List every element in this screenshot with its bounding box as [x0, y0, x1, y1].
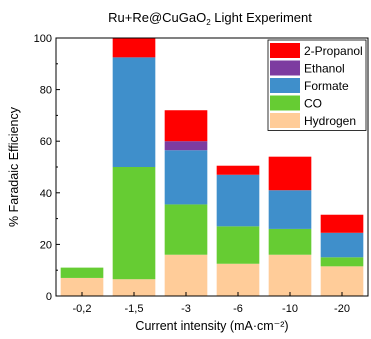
bar-2-propanol-6	[216, 165, 260, 175]
legend: 2-Propanol Ethanol Formate CO Hydrogen	[267, 39, 367, 131]
legend-label-hydrogen: Hydrogen	[304, 114, 356, 128]
bar-co-20	[320, 257, 364, 267]
legend-swatch-hydrogen	[270, 113, 300, 128]
bar-2-propanol-10	[268, 156, 312, 191]
y-tick-label-60: 60	[40, 136, 52, 148]
bar-co-6	[216, 226, 260, 264]
legend-label-2-propanol: 2-Propanol	[304, 44, 363, 58]
bar-hydrogen-10	[268, 254, 312, 296]
bar-formate-1-5	[112, 57, 156, 167]
x-axis: -0,2 -1,5 -3 -6 -10 -20	[73, 292, 350, 315]
bar-formate-6	[216, 174, 260, 227]
bar-2-propanol-20	[320, 214, 364, 233]
chart-title: Ru+Re@CuGaO2 Light Experiment	[108, 10, 312, 27]
legend-label-co: CO	[304, 97, 322, 111]
x-tick-label-6: -6	[233, 303, 243, 315]
bar-hydrogen-20	[320, 266, 364, 296]
bar-co-10	[268, 228, 312, 255]
y-tick-label-0: 0	[46, 291, 52, 303]
y-tick-label-40: 40	[40, 188, 52, 200]
bar-co-1-5	[112, 167, 156, 280]
bar-2-propanol-1-5	[112, 38, 156, 58]
bar-formate-3	[164, 150, 208, 205]
legend-swatch-formate	[270, 78, 300, 93]
bar-formate-20	[320, 232, 364, 258]
legend-label-ethanol: Ethanol	[304, 62, 345, 76]
legend-label-formate: Formate	[304, 79, 349, 93]
bar-formate-10	[268, 190, 312, 229]
y-tick-label-20: 20	[40, 239, 52, 251]
x-tick-label-1-5: -1,5	[125, 303, 144, 315]
bar-hydrogen-1-5	[112, 279, 156, 296]
bar-co-3	[164, 204, 208, 255]
bar-hydrogen-0-2	[60, 277, 104, 296]
y-axis: 0 20 40 60 80 100	[34, 33, 60, 303]
x-tick-label-3: -3	[181, 303, 191, 315]
bar-ethanol-3	[164, 141, 208, 151]
bar-hydrogen-6	[216, 263, 260, 296]
legend-swatch-co	[270, 95, 300, 111]
x-tick-label-10: -10	[282, 303, 298, 315]
bars-group	[60, 38, 364, 296]
y-tick-label-100: 100	[34, 33, 52, 45]
bar-hydrogen-3	[164, 254, 208, 296]
bar-2-propanol-3	[164, 110, 208, 142]
x-tick-label-20: -20	[334, 303, 350, 315]
y-axis-label: % Faradaic Efficiency	[7, 106, 21, 227]
x-axis-label: Current intensity (mA·cm⁻²)	[135, 319, 288, 333]
legend-swatch-2-propanol	[270, 43, 300, 58]
legend-swatch-ethanol	[270, 60, 300, 76]
x-tick-label-0-2: -0,2	[73, 303, 92, 315]
bar-co-0-2	[60, 267, 104, 278]
y-tick-label-80: 80	[40, 85, 52, 97]
